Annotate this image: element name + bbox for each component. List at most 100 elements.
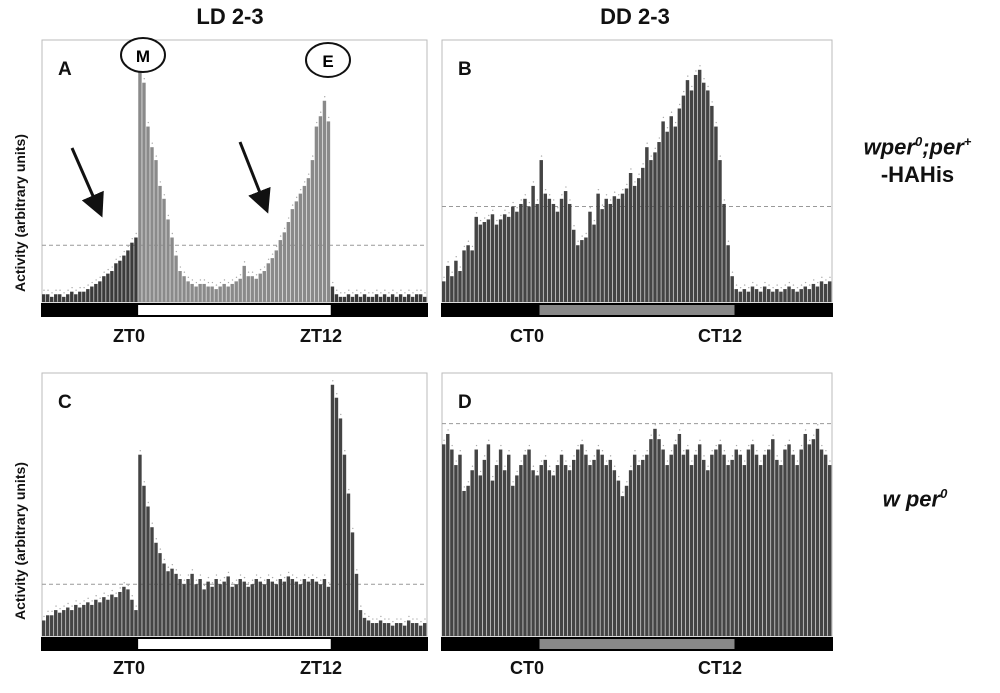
error-mark — [356, 289, 358, 291]
bar-a-82 — [370, 296, 375, 302]
bar-c-83 — [374, 623, 379, 636]
error-mark — [43, 615, 45, 618]
bar-d-86 — [791, 454, 795, 636]
bar-b-93 — [819, 281, 824, 302]
bar-d-83 — [779, 465, 783, 636]
error-mark — [634, 181, 636, 183]
bar-a-88 — [394, 296, 399, 302]
error-mark — [792, 450, 795, 452]
error-mark — [372, 292, 374, 294]
bar-c-71 — [326, 586, 331, 636]
error-mark — [167, 566, 170, 568]
bar-c-69 — [318, 584, 323, 636]
error-mark — [291, 574, 294, 576]
arrow-evening-anticipation — [238, 141, 271, 214]
bar-a-16 — [106, 273, 110, 302]
error-mark — [364, 289, 366, 291]
bar-c-27 — [150, 527, 154, 636]
bar-c-20 — [122, 586, 126, 636]
error-mark — [175, 250, 178, 253]
bar-b-92 — [815, 286, 820, 302]
bar-c-19 — [118, 591, 122, 636]
bar-a-89 — [398, 294, 403, 302]
bar-b-70 — [726, 245, 730, 302]
error-mark — [279, 235, 282, 237]
error-mark — [416, 289, 418, 291]
bar-b-86 — [791, 289, 795, 302]
bar-b-42 — [612, 196, 617, 302]
error-mark — [239, 274, 242, 276]
panel-a: A — [41, 39, 428, 317]
bar-d-12 — [490, 480, 495, 636]
error-mark — [666, 127, 669, 129]
bar-c-72 — [330, 384, 335, 636]
error-mark — [605, 194, 608, 196]
error-mark — [731, 271, 734, 273]
error-mark — [731, 455, 734, 457]
error-mark — [396, 618, 398, 620]
bar-d-37 — [592, 459, 596, 636]
error-mark — [735, 444, 738, 447]
bar-a-1 — [46, 294, 50, 302]
bar-b-63 — [697, 69, 702, 302]
bar-b-76 — [750, 286, 755, 302]
bar-c-73 — [334, 397, 339, 636]
error-mark — [524, 450, 526, 452]
bar-a-49 — [238, 278, 242, 302]
error-mark — [768, 444, 770, 447]
error-mark — [107, 268, 109, 271]
bar-a-53 — [254, 278, 258, 302]
error-mark — [199, 279, 202, 281]
error-mark — [179, 574, 182, 576]
error-mark — [103, 271, 105, 273]
bar-a-51 — [246, 276, 250, 302]
error-mark — [83, 286, 85, 289]
error-mark — [569, 199, 571, 201]
bar-d-48 — [637, 465, 641, 636]
error-mark — [215, 574, 218, 576]
error-mark — [372, 618, 374, 620]
error-mark — [119, 587, 121, 589]
error-mark — [155, 155, 157, 157]
error-mark — [51, 292, 53, 294]
bar-c-25 — [142, 485, 146, 636]
bar-d-44 — [620, 496, 625, 636]
error-mark — [207, 576, 210, 579]
x-tick-d-ct12: CT12 — [698, 658, 743, 678]
bar-a-59 — [278, 240, 283, 302]
error-mark — [743, 460, 746, 462]
error-mark — [259, 268, 262, 271]
bar-b-79 — [762, 286, 767, 302]
bar-d-7 — [470, 470, 474, 636]
error-mark — [320, 579, 322, 581]
error-mark — [622, 188, 624, 191]
error-mark — [255, 574, 258, 576]
bar-b-94 — [823, 283, 828, 302]
bar-a-84 — [378, 296, 383, 302]
bar-d-39 — [600, 454, 604, 636]
error-mark — [119, 256, 121, 258]
bar-c-63 — [294, 581, 299, 636]
bar-c-49 — [238, 579, 242, 636]
bar-a-41 — [206, 286, 210, 302]
error-mark — [613, 465, 616, 467]
error-mark — [67, 289, 69, 291]
bar-d-72 — [734, 449, 738, 636]
bar-a-40 — [202, 283, 206, 302]
error-mark — [420, 289, 422, 291]
error-mark — [658, 137, 661, 139]
bar-b-88 — [799, 289, 803, 302]
bar-c-35 — [182, 584, 186, 636]
bar-d-65 — [706, 470, 710, 636]
bar-c-30 — [162, 563, 166, 636]
bar-d-35 — [584, 454, 588, 636]
error-mark — [683, 450, 685, 452]
bar-b-78 — [758, 291, 763, 302]
bar-c-87 — [390, 625, 395, 636]
bar-a-24 — [138, 44, 142, 302]
bar-a-93 — [414, 294, 419, 302]
bar-a-4 — [58, 294, 62, 302]
error-mark — [227, 281, 230, 284]
bar-a-66 — [306, 178, 311, 302]
bar-a-2 — [50, 296, 54, 302]
